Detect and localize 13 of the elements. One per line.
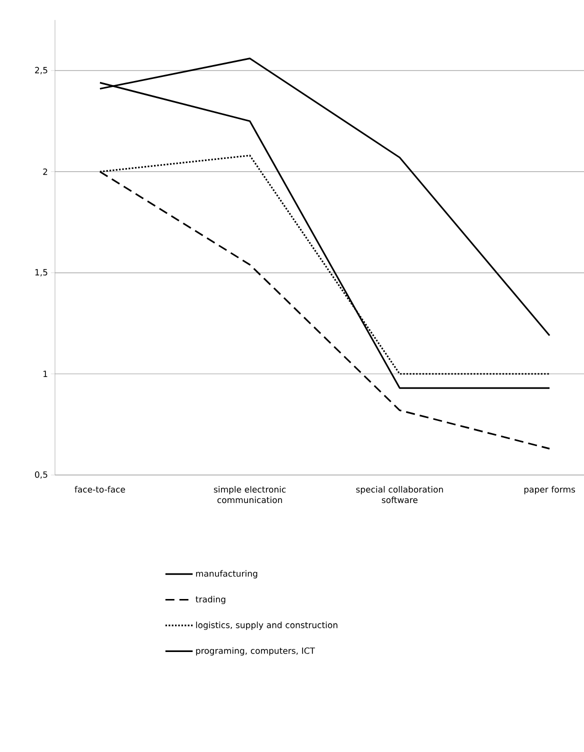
y-tick-label: 1,5 [35, 269, 48, 276]
legend-label: programing, computers, ICT [196, 647, 316, 656]
y-tick-label: 2 [43, 168, 48, 175]
y-tick-label: 1 [43, 370, 48, 377]
x-tick-label: face-to-face [74, 486, 126, 493]
x-tick-label: special collaboration software [356, 486, 443, 504]
legend-label: trading [196, 596, 226, 604]
y-tick-label: 0,5 [35, 471, 48, 479]
legend-label: manufacturing [196, 570, 258, 578]
legend-label: logistics, supply and construction [196, 622, 338, 630]
x-tick-label: simple electronic communication [214, 486, 286, 504]
y-tick-label: 2,5 [35, 66, 48, 74]
x-tick-label: paper forms [524, 486, 576, 494]
